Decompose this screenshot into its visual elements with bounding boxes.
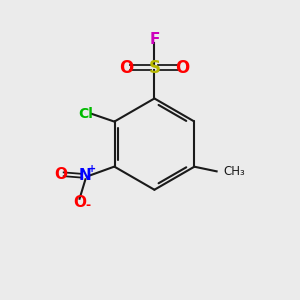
- Text: CH₃: CH₃: [224, 165, 245, 178]
- Text: +: +: [88, 164, 96, 174]
- Text: O: O: [54, 167, 67, 182]
- Text: S: S: [148, 58, 160, 76]
- Text: N: N: [79, 168, 92, 183]
- Text: O: O: [119, 58, 134, 76]
- Text: Cl: Cl: [79, 107, 94, 121]
- Text: O: O: [175, 58, 190, 76]
- Text: -: -: [85, 199, 90, 212]
- Text: O: O: [73, 195, 86, 210]
- Text: F: F: [149, 32, 160, 47]
